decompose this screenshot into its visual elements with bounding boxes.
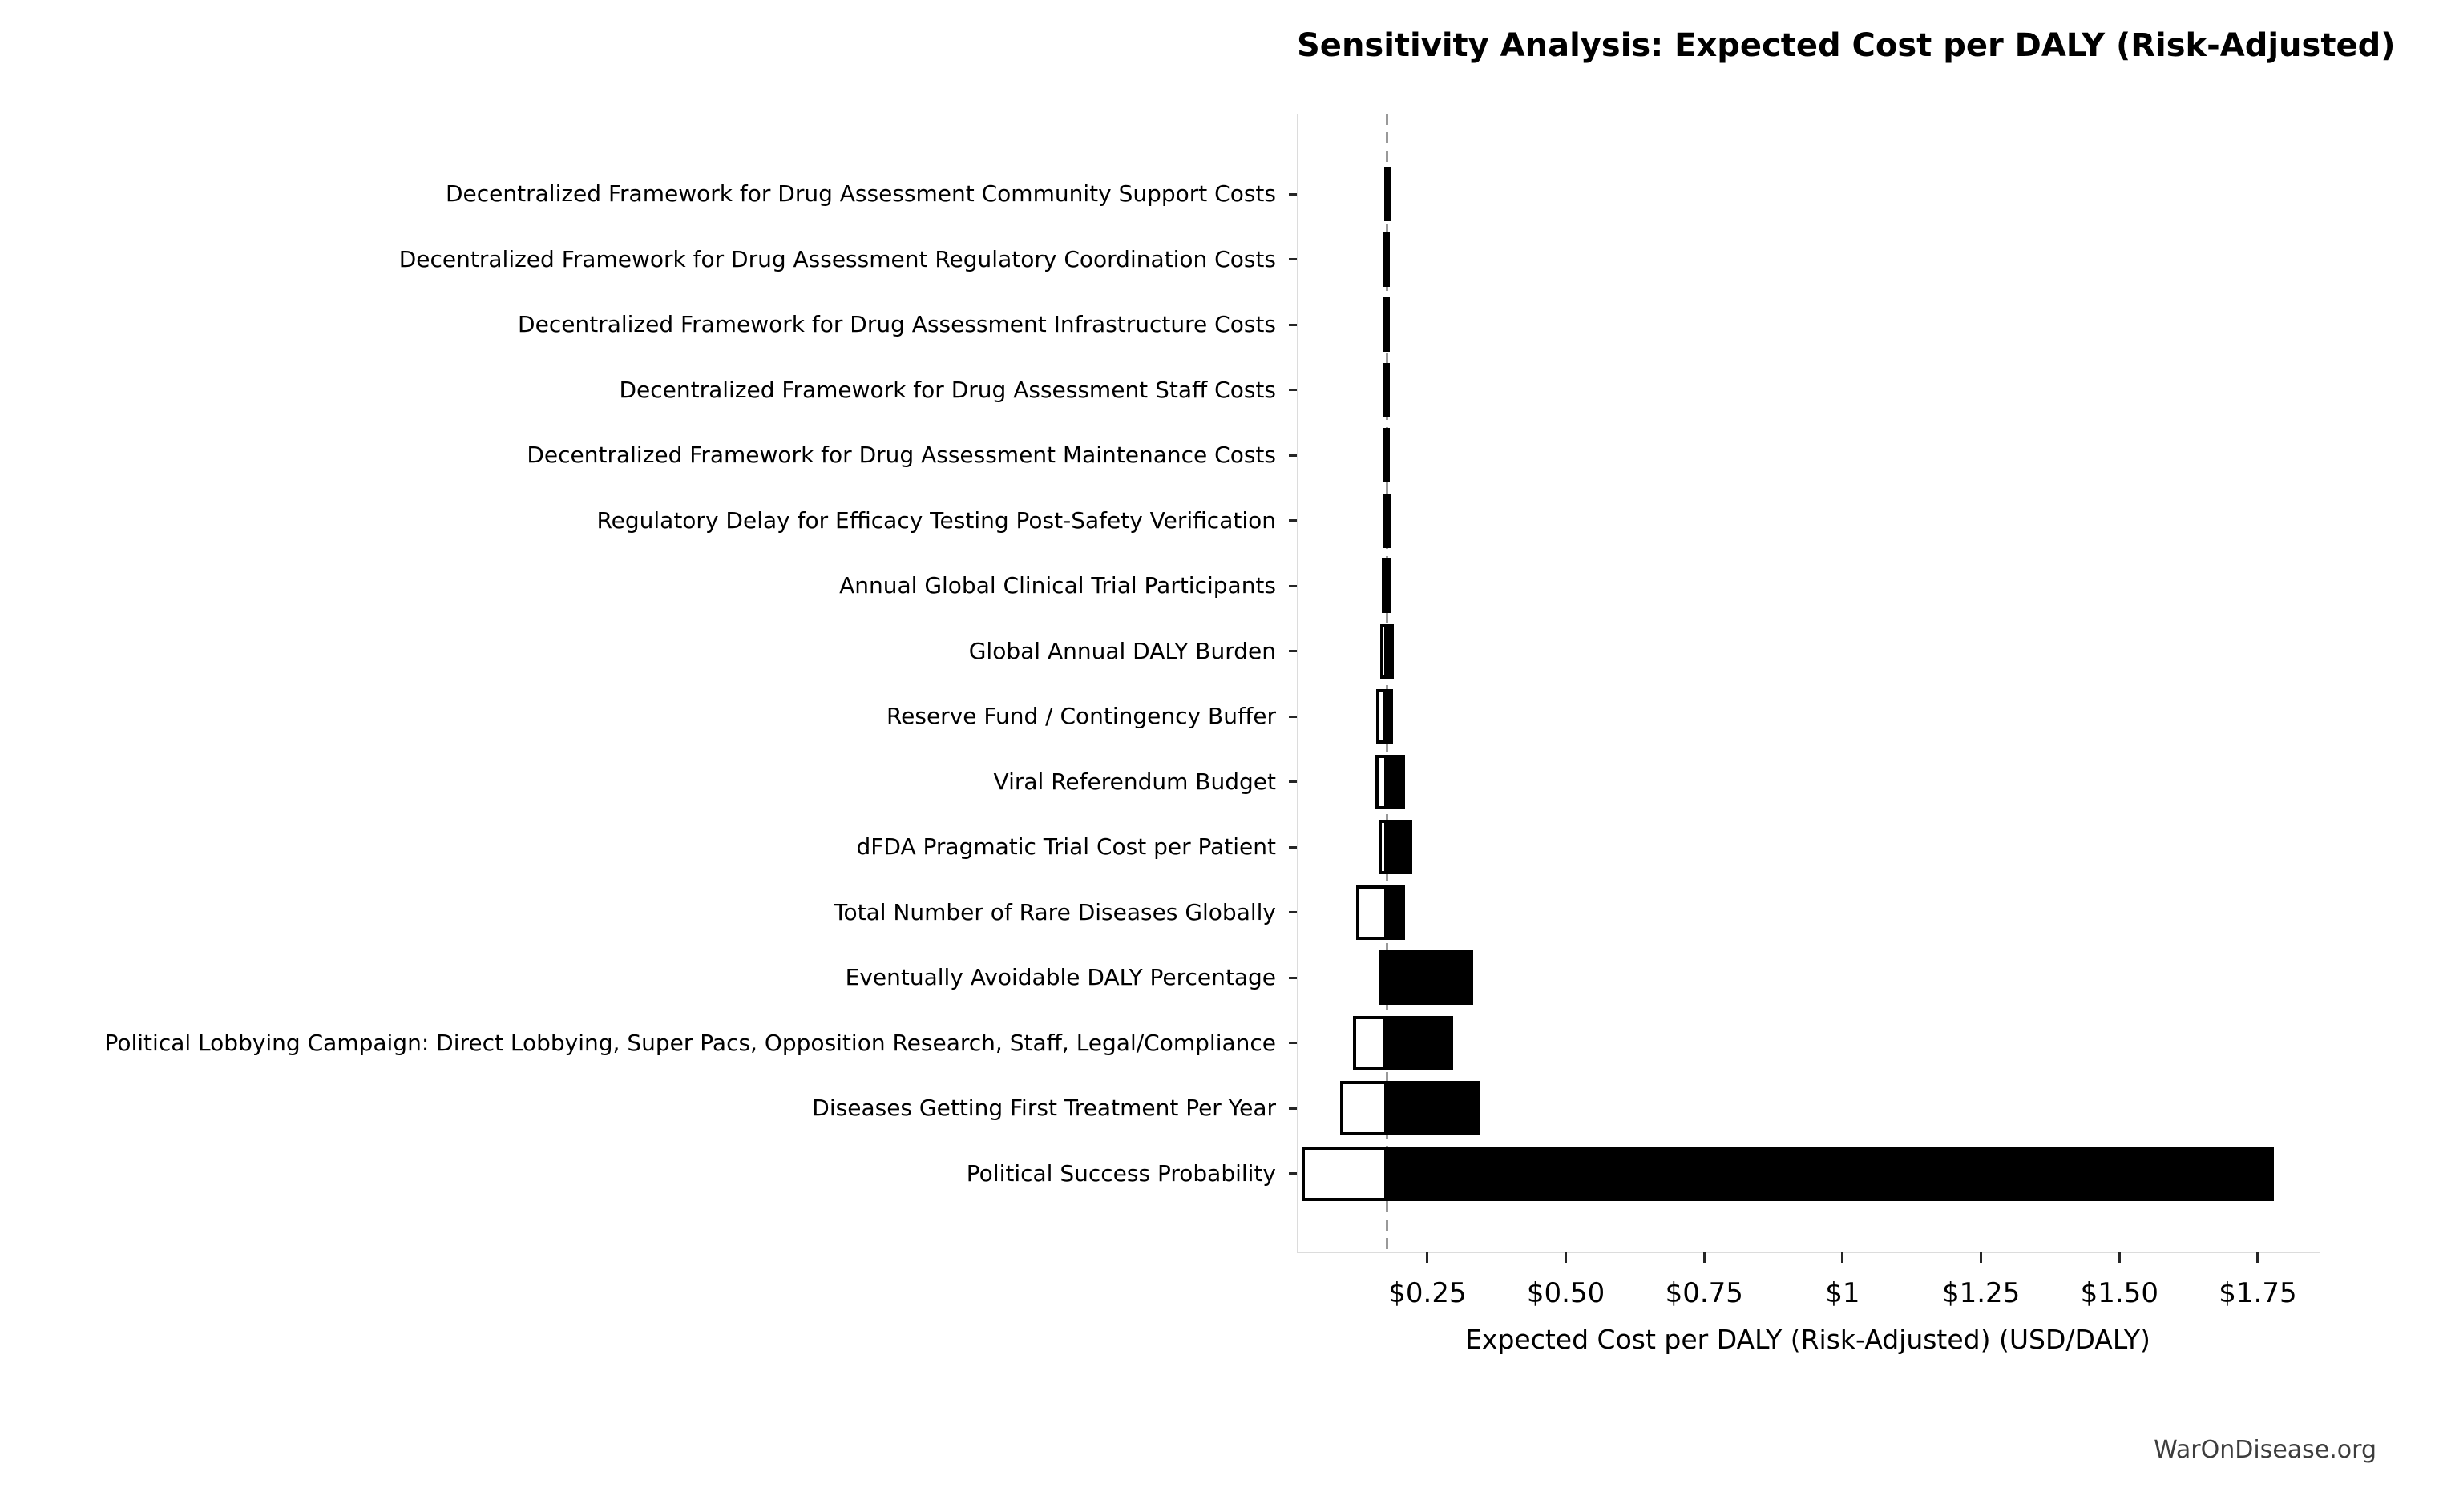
category-label: Viral Referendum Budget [993,768,1276,795]
category-label: Global Annual DALY Burden [968,637,1276,664]
x-tick-label: $1.25 [1941,1277,2021,1309]
category-label: Decentralized Framework for Drug Assessm… [518,311,1276,338]
x-tick-label: $0.75 [1665,1277,1743,1309]
x-tick [1841,1252,1844,1263]
x-tick [1702,1252,1706,1263]
low-bar [1380,623,1387,679]
x-tick-label: $1.50 [2080,1277,2158,1309]
x-tick [2256,1252,2259,1263]
y-tick [1289,911,1297,914]
x-tick [1980,1252,1983,1263]
category-label: Diseases Getting First Treatment Per Yea… [812,1095,1276,1122]
y-tick [1289,715,1297,718]
category-label: Political Success Probability [966,1159,1276,1187]
y-tick [1289,389,1297,392]
low-bar [1302,1146,1387,1201]
category-label: dFDA Pragmatic Trial Cost per Patient [856,833,1277,861]
high-bar [1387,428,1390,483]
x-tick [1426,1252,1429,1263]
high-bar [1387,754,1406,809]
x-tick-label: $0.25 [1388,1277,1467,1309]
x-axis-label: Expected Cost per DALY (Risk-Adjusted) (… [1465,1324,2150,1355]
category-label: Eventually Avoidable DALY Percentage [845,964,1276,991]
high-bar [1387,950,1474,1006]
x-tick [1565,1252,1568,1263]
low-bar [1376,689,1387,744]
low-bar [1355,885,1387,940]
high-bar [1387,167,1390,221]
baseline-dashed-line [1386,114,1388,1252]
plot-area: $0.25 $0.50 $0.75 $1 $1.25 $1.50 $1.75 [1289,114,2320,1309]
category-label: Decentralized Framework for Drug Assessm… [398,245,1276,272]
y-tick [1289,650,1297,653]
y-tick [1289,258,1297,261]
high-bar [1387,558,1391,614]
y-tick [1289,323,1297,326]
high-bar [1387,297,1390,353]
y-tick [1289,1042,1297,1045]
x-tick-label: $1 [1825,1277,1860,1309]
category-labels: Decentralized Framework for Drug Assessm… [0,114,1276,1252]
low-bar [1352,1015,1387,1070]
low-bar [1379,950,1387,1006]
y-tick [1289,584,1297,587]
y-tick [1289,1107,1297,1110]
category-label: Political Lobbying Campaign: Direct Lobb… [104,1029,1276,1056]
low-bar [1339,1081,1387,1136]
high-bar [1387,1081,1481,1136]
category-label: Regulatory Delay for Efficacy Testing Po… [596,506,1276,534]
category-label: Decentralized Framework for Drug Assessm… [446,180,1276,207]
low-bar [1375,754,1387,809]
high-bar [1387,232,1390,287]
low-bar [1382,558,1389,614]
category-label: Decentralized Framework for Drug Assessm… [619,376,1276,403]
y-tick [1289,780,1297,784]
y-tick [1289,519,1297,522]
high-bar [1387,1015,1453,1070]
low-bar [1379,820,1387,875]
high-bar [1387,885,1405,940]
x-tick-label: $1.75 [2219,1277,2297,1309]
category-label: Decentralized Framework for Drug Assessm… [527,442,1276,469]
high-bar [1387,493,1391,548]
y-tick [1289,192,1297,196]
high-bar [1387,689,1394,744]
watermark: WarOnDisease.org [2154,1436,2376,1464]
chart-title: Sensitivity Analysis: Expected Cost per … [1297,27,2396,64]
x-tick-label: $0.50 [1526,1277,1605,1309]
y-tick [1289,976,1297,979]
y-tick [1289,454,1297,457]
y-tick [1289,1172,1297,1175]
high-bar [1387,623,1395,679]
category-label: Annual Global Clinical Trial Participant… [839,572,1276,599]
high-bar [1387,362,1390,417]
high-bar [1387,820,1412,875]
y-tick [1289,845,1297,849]
high-bar [1387,1146,2274,1201]
category-label: Reserve Fund / Contingency Buffer [886,703,1276,730]
x-tick [2118,1252,2121,1263]
category-label: Total Number of Rare Diseases Globally [834,898,1276,925]
